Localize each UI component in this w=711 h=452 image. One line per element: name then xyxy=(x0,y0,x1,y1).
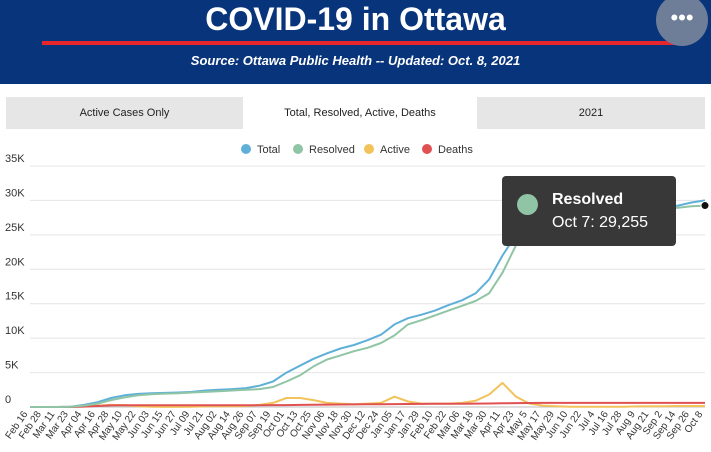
title-underline xyxy=(42,41,682,45)
y-tick-label: 15K xyxy=(5,291,25,303)
tab-bar: Active Cases Only Total, Resolved, Activ… xyxy=(6,97,705,129)
y-tick-label: 10K xyxy=(5,325,25,337)
header-bar: COVID-19 in Ottawa Source: Ottawa Public… xyxy=(0,0,711,84)
y-tick-label: 0 xyxy=(5,394,11,406)
legend-label-active: Active xyxy=(380,144,410,156)
tooltip-series-name: Resolved xyxy=(552,191,624,208)
legend-label-total: Total xyxy=(257,144,281,156)
y-tick-label: 20K xyxy=(5,256,25,268)
legend-dot-active xyxy=(364,144,374,154)
y-tick-label: 35K xyxy=(5,153,25,165)
y-tick-label: 25K xyxy=(5,222,25,234)
legend-item-total[interactable]: Total xyxy=(241,144,280,156)
tab-2021[interactable]: 2021 xyxy=(578,107,604,119)
legend-dot-total xyxy=(241,144,251,154)
chart-legend: Total Resolved Active Deaths xyxy=(0,144,711,160)
legend-label-resolved: Resolved xyxy=(309,144,355,156)
legend-item-active[interactable]: Active xyxy=(364,144,410,156)
y-tick-label: 5K xyxy=(5,360,19,372)
hover-point-resolved xyxy=(700,201,710,211)
legend-dot-deaths xyxy=(422,144,432,154)
legend-dot-resolved xyxy=(293,144,303,154)
y-tick-label: 30K xyxy=(5,187,25,199)
source-line: Source: Ottawa Public Health -- Updated:… xyxy=(190,53,521,68)
tooltip-series-dot xyxy=(517,194,538,215)
legend-item-deaths[interactable]: Deaths xyxy=(422,144,473,156)
legend-item-resolved[interactable]: Resolved xyxy=(293,144,355,156)
tab-active-cases[interactable]: Active Cases Only xyxy=(79,107,170,119)
more-options-button[interactable]: ••• xyxy=(656,0,708,46)
tooltip-value: Oct 7: 29,255 xyxy=(552,214,649,231)
page-title: COVID-19 in Ottawa xyxy=(205,1,506,37)
series-line-deaths xyxy=(30,401,705,408)
chart-tooltip: Resolved Oct 7: 29,255 xyxy=(502,176,676,246)
tab-total-resolved-active-deaths[interactable]: Total, Resolved, Active, Deaths xyxy=(243,97,477,129)
more-horizontal-icon: ••• xyxy=(670,5,694,30)
legend-label-deaths: Deaths xyxy=(438,144,473,156)
